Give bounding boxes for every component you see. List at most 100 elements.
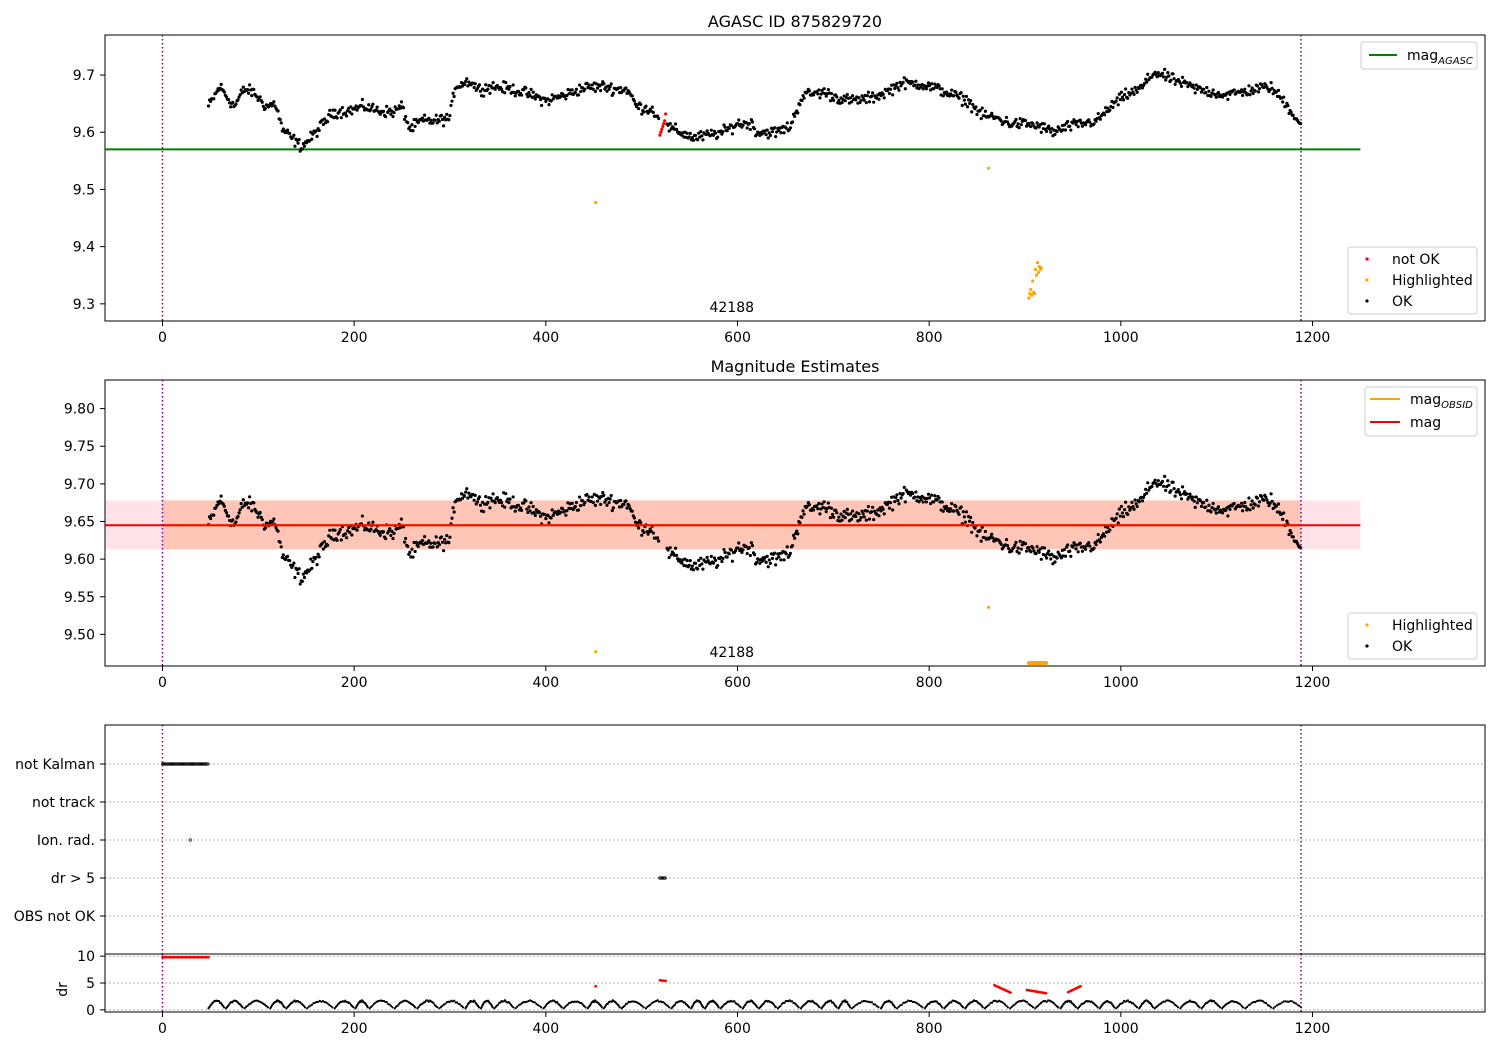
ok-point <box>932 500 936 504</box>
ok-point <box>238 93 242 97</box>
dr-point <box>310 1003 314 1006</box>
ok-point <box>835 95 839 99</box>
ok-point <box>843 99 847 103</box>
dr-point <box>220 1002 223 1005</box>
ok-point <box>1135 90 1139 94</box>
ok-point <box>484 495 488 499</box>
dr-point <box>246 1004 249 1007</box>
ok-point <box>933 82 937 86</box>
dr-point <box>1135 1006 1139 1009</box>
dr-point <box>893 1006 897 1009</box>
flag-point <box>206 762 210 766</box>
highlighted-point <box>1027 296 1031 300</box>
ok-point <box>1016 546 1020 550</box>
ok-point <box>691 568 696 572</box>
ok-point <box>348 110 352 114</box>
ok-point <box>1156 479 1160 483</box>
ok-point <box>1055 556 1059 560</box>
ok-point <box>1270 86 1274 90</box>
ok-point <box>1188 492 1192 496</box>
dr-point <box>733 1000 736 1003</box>
ok-point <box>632 516 636 520</box>
ok-point <box>822 500 826 504</box>
ok-point <box>668 121 672 126</box>
ok-point <box>1221 95 1225 99</box>
ok-point <box>499 87 504 91</box>
dr-point <box>1034 1007 1037 1010</box>
ok-point <box>1018 539 1022 543</box>
dr-above-5-point <box>1044 991 1048 995</box>
ok-point <box>513 509 517 513</box>
ok-point <box>685 558 689 563</box>
ok-point <box>648 527 652 531</box>
ok-point <box>1243 87 1247 91</box>
ok-point <box>791 533 796 537</box>
ok-point <box>480 500 485 504</box>
ok-point <box>690 136 694 140</box>
ok-point <box>1108 528 1112 532</box>
flag-point <box>179 762 184 766</box>
ok-point <box>954 90 958 94</box>
ok-point <box>755 133 759 137</box>
ok-point <box>865 509 869 513</box>
x-tick-label: 1200 <box>1295 675 1331 691</box>
ok-point <box>1226 514 1230 518</box>
ok-point <box>765 554 769 558</box>
ok-point <box>570 88 574 92</box>
legend-label: not OK <box>1392 252 1440 268</box>
ok-point <box>335 116 339 120</box>
ok-point <box>687 563 691 567</box>
ok-point <box>491 492 495 496</box>
ok-point <box>248 495 252 499</box>
ok-point <box>317 555 321 559</box>
ok-point <box>1202 87 1206 91</box>
ok-point <box>595 86 600 90</box>
flag-point <box>176 762 180 766</box>
ok-point <box>963 520 967 524</box>
legend-marker <box>1365 278 1369 282</box>
flag-point <box>166 762 170 766</box>
ok-point <box>644 104 648 108</box>
ok-point <box>1042 546 1047 550</box>
ok-point <box>862 98 866 102</box>
ok-point <box>1191 83 1195 87</box>
ok-point <box>881 92 885 96</box>
dr-above-5-point <box>1079 984 1082 988</box>
flag-point <box>168 762 172 766</box>
ok-point <box>1096 111 1100 116</box>
ok-point <box>716 135 720 139</box>
ok-point <box>527 505 531 509</box>
ok-point <box>1140 499 1145 503</box>
ok-point <box>978 108 982 112</box>
ok-point <box>1069 554 1073 558</box>
ok-point <box>944 504 949 508</box>
ok-point <box>420 116 425 120</box>
flag-point <box>184 762 188 766</box>
ok-point <box>632 99 636 103</box>
flag-point <box>205 762 209 766</box>
ok-point <box>402 117 407 121</box>
ok-point <box>965 105 970 109</box>
ok-point <box>1281 517 1285 521</box>
dr-point <box>840 1002 843 1005</box>
ok-point <box>864 518 868 522</box>
ok-point <box>867 100 872 104</box>
ok-point <box>297 567 301 571</box>
ok-point <box>722 547 726 552</box>
ok-point <box>1140 86 1145 90</box>
dr-point <box>241 1006 244 1009</box>
not-ok-point <box>663 119 667 123</box>
ok-point <box>608 497 612 501</box>
ok-point <box>1209 510 1213 514</box>
dr-point <box>865 1000 869 1003</box>
ok-point <box>755 560 759 565</box>
dr-point <box>520 1002 524 1005</box>
ok-point <box>1049 130 1053 134</box>
ok-point <box>969 99 973 103</box>
ok-point <box>764 133 768 137</box>
ok-point <box>673 122 678 126</box>
dr-point <box>544 1004 548 1007</box>
dr-point <box>532 1001 535 1004</box>
ok-point <box>473 82 477 86</box>
ok-point <box>278 117 282 122</box>
